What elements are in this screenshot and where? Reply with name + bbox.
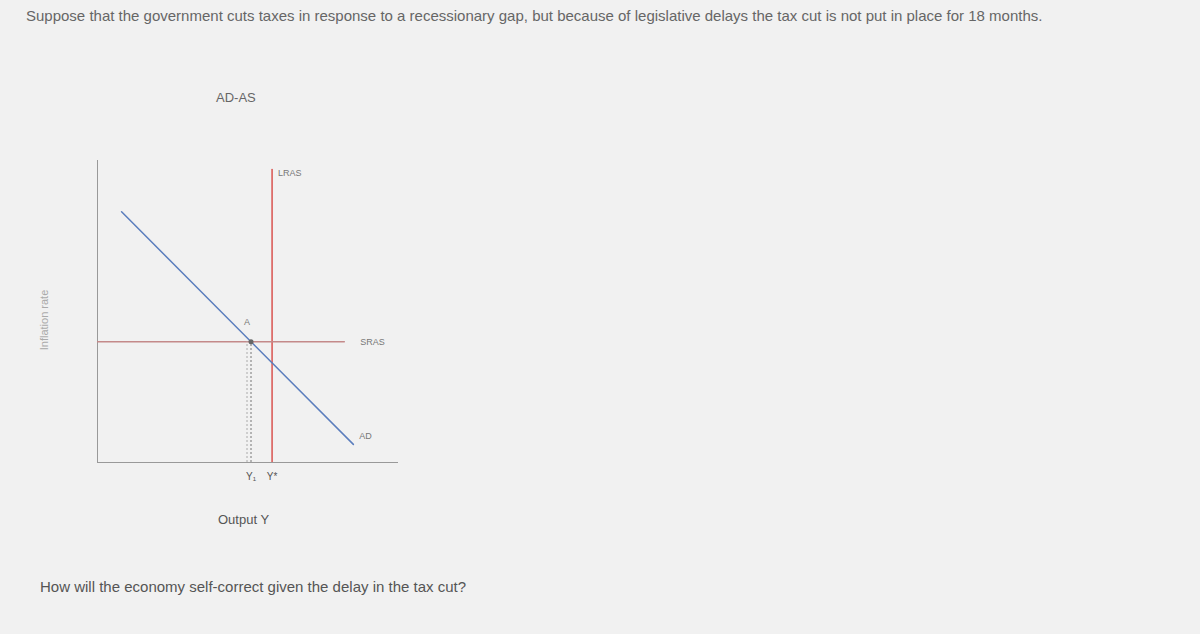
html-text:Inflation rate: Inflation rate <box>38 289 50 351</box>
svg-text:LRAS: LRAS <box>278 168 302 178</box>
html-text:Suppose that the government cu: Suppose that the government cuts taxes i… <box>26 7 1043 24</box>
html-text:How will the economy self-corr: How will the economy self-correct given … <box>40 578 466 595</box>
svg-text:SRAS: SRAS <box>360 337 385 347</box>
svg-text:Y*: Y* <box>267 471 278 482</box>
svg-text:AD: AD <box>359 431 372 441</box>
svg-text:A: A <box>244 317 250 327</box>
html-text:Output Y: Output Y <box>218 512 270 527</box>
html-text:AD-AS: AD-AS <box>216 90 256 105</box>
svg-text:Y₁: Y₁ <box>246 471 257 482</box>
